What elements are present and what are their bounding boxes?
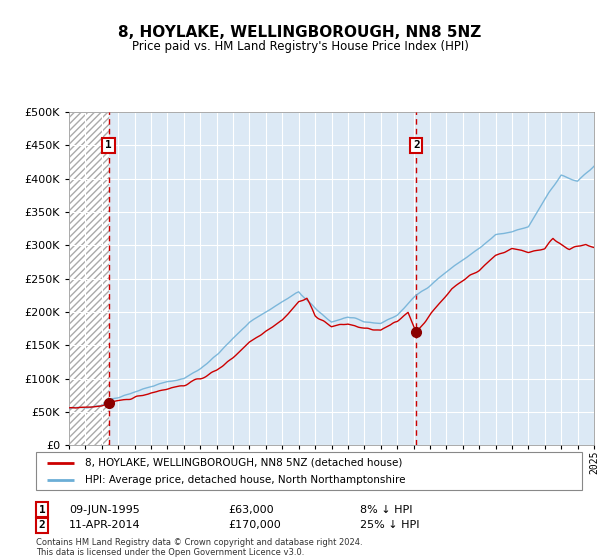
Text: 8, HOYLAKE, WELLINGBOROUGH, NN8 5NZ: 8, HOYLAKE, WELLINGBOROUGH, NN8 5NZ xyxy=(118,25,482,40)
Text: 2: 2 xyxy=(38,520,46,530)
Text: 09-JUN-1995: 09-JUN-1995 xyxy=(69,505,140,515)
Text: 8, HOYLAKE, WELLINGBOROUGH, NN8 5NZ (detached house): 8, HOYLAKE, WELLINGBOROUGH, NN8 5NZ (det… xyxy=(85,458,403,468)
Text: Price paid vs. HM Land Registry's House Price Index (HPI): Price paid vs. HM Land Registry's House … xyxy=(131,40,469,53)
Text: 25% ↓ HPI: 25% ↓ HPI xyxy=(360,520,419,530)
Text: £170,000: £170,000 xyxy=(228,520,281,530)
Text: Contains HM Land Registry data © Crown copyright and database right 2024.
This d: Contains HM Land Registry data © Crown c… xyxy=(36,538,362,557)
Bar xyxy=(69,112,109,445)
Text: 1: 1 xyxy=(38,505,46,515)
Text: HPI: Average price, detached house, North Northamptonshire: HPI: Average price, detached house, Nort… xyxy=(85,475,406,486)
Text: £63,000: £63,000 xyxy=(228,505,274,515)
Text: 8% ↓ HPI: 8% ↓ HPI xyxy=(360,505,413,515)
FancyBboxPatch shape xyxy=(36,452,582,490)
Text: 1: 1 xyxy=(105,141,112,150)
Text: 11-APR-2014: 11-APR-2014 xyxy=(69,520,140,530)
Text: 2: 2 xyxy=(413,141,419,150)
